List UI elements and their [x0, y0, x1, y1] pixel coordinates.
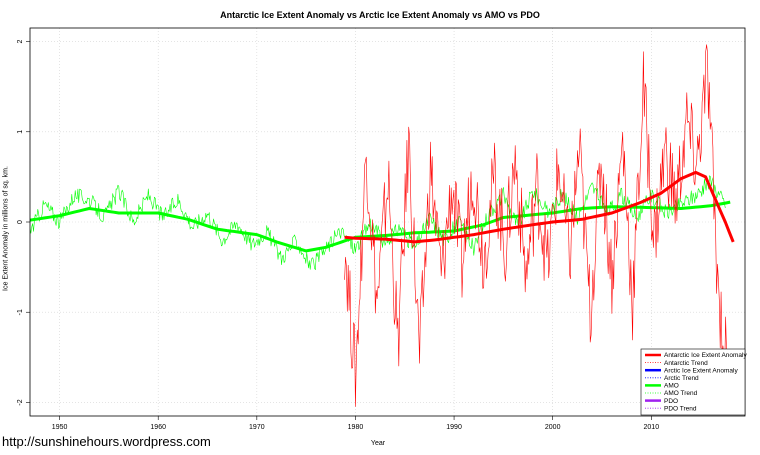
x-tick-label: 1990 — [446, 424, 462, 431]
x-axis-label: Year — [370, 440, 386, 447]
x-tick-label: 1980 — [348, 424, 364, 431]
x-tick-label: 2010 — [644, 424, 660, 431]
x-tick-label: 1970 — [249, 424, 265, 431]
legend-label: PDO — [664, 398, 678, 405]
y-tick-label: -2 — [17, 399, 24, 405]
watermark-url: http://sunshinehours.wordpress.com — [2, 434, 211, 449]
x-tick-label: 1960 — [150, 424, 166, 431]
legend-box — [640, 348, 746, 416]
series-antarctic-ice-extent-anomaly — [344, 170, 735, 244]
y-tick-label: 1 — [17, 130, 24, 134]
legend-label: Antarctic Trend — [664, 360, 708, 367]
series-antarctic-trend — [344, 44, 730, 411]
x-tick-label: 1950 — [52, 424, 68, 431]
x-tick-label: 2000 — [545, 424, 561, 431]
y-tick-label: 0 — [17, 220, 24, 224]
legend-label: Arctic Ice Extent Anomaly — [664, 367, 738, 374]
legend-label: Arctic Trend — [664, 375, 699, 382]
y-tick-label: -1 — [17, 309, 24, 315]
legend-label: AMO — [664, 383, 679, 390]
y-tick-label: 2 — [17, 39, 24, 43]
legend-label: PDO Trend — [664, 405, 697, 412]
legend-label: AMO Trend — [664, 390, 698, 397]
chart-title: Antarctic Ice Extent Anomaly vs Arctic I… — [220, 10, 540, 20]
series-amo-trend — [30, 175, 726, 270]
series-amo — [30, 200, 731, 253]
legend-label: Antarctic Ice Extent Anomaly — [664, 352, 747, 359]
